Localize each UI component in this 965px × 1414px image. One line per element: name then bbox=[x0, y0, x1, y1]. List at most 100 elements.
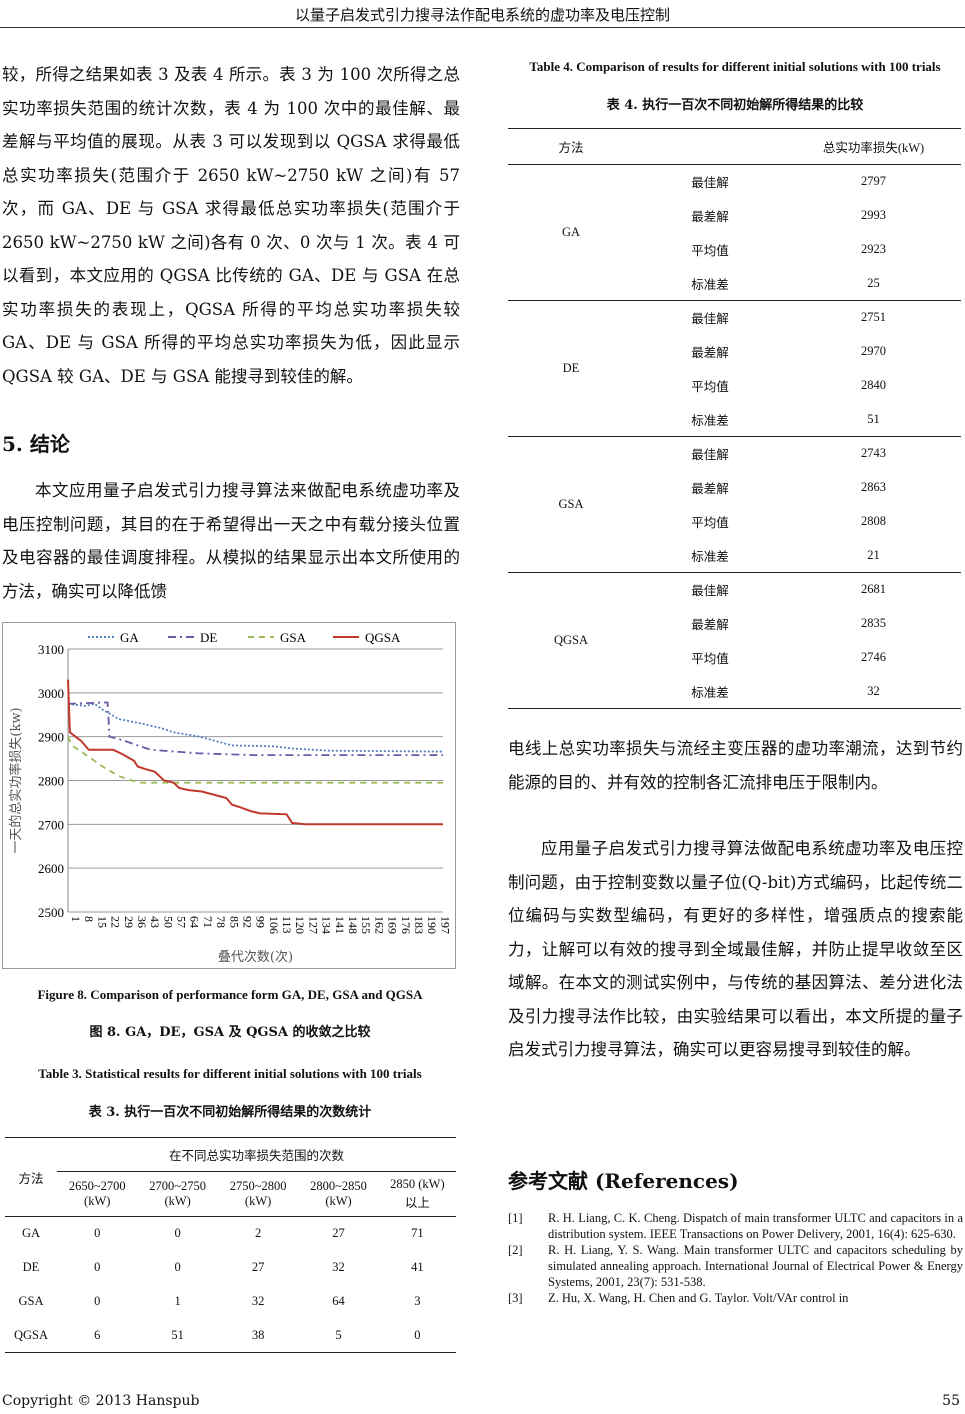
reference-text: Z. Hu, X. Wang, H. Chen and G. Taylor. V… bbox=[548, 1291, 849, 1305]
stat-label: 平均值 bbox=[691, 652, 729, 666]
figure-8-chart: 2500 2600 2700 2800 2900 3000 3100 1 8 15 22 29 36 43… bbox=[2, 622, 456, 969]
x-tick-label: 169 bbox=[386, 916, 400, 934]
table-row: 最差解 2993 bbox=[508, 199, 961, 233]
y-axis-label: 一天的总实功率损失(kw) bbox=[8, 707, 24, 853]
table-cell: 2751 bbox=[861, 310, 886, 325]
table-cell: 2743 bbox=[861, 446, 886, 461]
stat-label: 最差解 bbox=[691, 482, 729, 496]
y-tick-label: 3100 bbox=[38, 642, 64, 657]
stat-label: 标准差 bbox=[691, 685, 729, 700]
header-divider bbox=[0, 27, 965, 28]
reference-number: [1] bbox=[508, 1211, 523, 1225]
x-tick-label: 134 bbox=[320, 916, 334, 934]
row-method: QGSA bbox=[553, 633, 589, 647]
section-heading: 5. 结论 bbox=[2, 432, 70, 456]
stat-label: 最差解 bbox=[691, 346, 729, 360]
column-header: 2650~2700 (kW) bbox=[57, 1172, 137, 1217]
y-tick-label: 2500 bbox=[38, 905, 64, 920]
column-header: 方法 bbox=[5, 1137, 57, 1217]
table-row: 标准差 25 bbox=[508, 267, 961, 301]
legend-label: GA bbox=[120, 630, 139, 645]
table-cell: 25 bbox=[867, 275, 880, 290]
x-axis-label: 叠代次数(次) bbox=[218, 949, 293, 965]
row-method: GA bbox=[21, 1226, 41, 1241]
series-line-gsa bbox=[67, 736, 443, 784]
reference-number: [3] bbox=[508, 1291, 523, 1305]
series-line-ga bbox=[67, 702, 444, 753]
column-header-line: 2850 (kW) bbox=[390, 1177, 445, 1191]
stat-label: 最差解 bbox=[691, 210, 729, 224]
reference-number: [2] bbox=[508, 1243, 523, 1257]
reference-text: R. H. Liang, Y. S. Wang. Main transforme… bbox=[548, 1243, 963, 1289]
table-row: DE 0 0 27 32 41 bbox=[5, 1251, 456, 1285]
table3-caption-en: Table 3. Statistical results for differe… bbox=[38, 1066, 422, 1081]
table-cell: 64 bbox=[332, 1294, 345, 1308]
x-tick-label: 57 bbox=[175, 916, 189, 928]
x-tick-label: 113 bbox=[280, 916, 294, 934]
y-tick-label: 2800 bbox=[38, 774, 64, 789]
table-cell: 2863 bbox=[861, 480, 886, 494]
table-row: 标准差 51 bbox=[508, 403, 961, 437]
table-row: 平均值 2923 bbox=[508, 233, 961, 267]
table-cell: 2840 bbox=[861, 378, 886, 392]
table-cell: 32 bbox=[332, 1260, 345, 1274]
stat-label: 标准差 bbox=[691, 549, 729, 564]
table-cell: 2 bbox=[254, 1226, 262, 1241]
table-row: 最差解 2970 bbox=[508, 335, 961, 369]
row-method: GSA bbox=[558, 497, 584, 511]
table-cell: 5 bbox=[335, 1327, 342, 1342]
row-method: GSA bbox=[18, 1294, 44, 1308]
legend-label: GSA bbox=[280, 630, 307, 645]
table-4: 方法 总实功率损失(kW) GA 最佳解 2797 最差解 2993 平均值 2923 标准差 2… bbox=[508, 128, 961, 709]
body-paragraph: 应用量子启发式引力搜寻算法做配电系统虚功率及电压控制问题，由于控制变数以量子位(… bbox=[508, 839, 963, 1059]
table-cell: 32 bbox=[867, 683, 880, 698]
table-cell: 6 bbox=[94, 1327, 101, 1342]
stat-label: 最佳解 bbox=[691, 176, 729, 191]
y-tick-label: 2600 bbox=[38, 861, 64, 876]
reference-item: [3] Z. Hu, X. Wang, H. Chen and G. Taylor… bbox=[508, 1290, 963, 1306]
figure-caption-zh: 图 8. GA，DE，GSA 及 QGSA 的收敛之比较 bbox=[89, 1025, 371, 1040]
column-header-line: 以上 bbox=[404, 1196, 430, 1210]
column-header-line: (kW) bbox=[164, 1194, 191, 1208]
reference-item: [2] R. H. Liang, Y. S. Wang. Main transfo… bbox=[508, 1242, 963, 1290]
x-tick-label: 183 bbox=[412, 916, 426, 934]
table4-caption-en: Table 4. Comparison of results for diffe… bbox=[529, 59, 941, 74]
x-tick-label: 78 bbox=[214, 916, 228, 928]
stat-label: 最差解 bbox=[691, 618, 729, 632]
x-tick-label: 43 bbox=[148, 916, 162, 928]
table-cell: 1 bbox=[174, 1294, 181, 1308]
stat-label: 最佳解 bbox=[691, 584, 729, 599]
x-tick-label: 120 bbox=[293, 916, 307, 934]
y-tick-label: 2900 bbox=[38, 730, 64, 745]
stat-label: 平均值 bbox=[691, 244, 729, 258]
column-header: 总实功率损失(kW) bbox=[822, 141, 925, 155]
x-tick-label: 155 bbox=[359, 916, 373, 934]
x-tick-label: 50 bbox=[161, 916, 175, 928]
x-tick-label: 92 bbox=[240, 916, 254, 928]
stat-label: 标准差 bbox=[691, 277, 729, 292]
table-row: GSA 最佳解 2743 bbox=[508, 437, 961, 511]
page-number: 55 bbox=[942, 1393, 960, 1409]
x-tick-label: 106 bbox=[267, 916, 281, 934]
x-tick-label: 36 bbox=[135, 916, 149, 928]
row-method: DE bbox=[22, 1260, 40, 1274]
table-cell: 0 bbox=[94, 1260, 101, 1274]
x-tick-label: 141 bbox=[333, 916, 347, 934]
table-row: 最差解 2863 bbox=[508, 471, 961, 505]
reference-item: [1] R. H. Liang, C. K. Cheng. Dispatch of… bbox=[508, 1210, 963, 1242]
body-paragraph: 本文应用量子启发式引力搜寻算法来做配电系统虚功率及电压控制问题，其目的在于希望得… bbox=[2, 481, 460, 601]
x-tick-label: 85 bbox=[227, 916, 241, 928]
x-tick-label: 1 bbox=[69, 916, 83, 922]
table3-caption-zh: 表 3. 执行一百次不同初始解所得结果的次数统计 bbox=[88, 1105, 372, 1120]
table-cell: 2746 bbox=[861, 650, 886, 664]
column-header-line: (kW) bbox=[84, 1194, 111, 1208]
x-tick-label: 8 bbox=[82, 916, 96, 922]
table-row: 平均值 2808 bbox=[508, 505, 961, 539]
table-cell: 21 bbox=[867, 547, 880, 562]
column-header-line: 2650~2700 bbox=[68, 1179, 126, 1193]
reference-list: [1] R. H. Liang, C. K. Cheng. Dispatch of… bbox=[508, 1210, 963, 1306]
x-tick-label: 22 bbox=[109, 916, 123, 928]
table4-caption-zh: 表 4. 执行一百次不同初始解所得结果的比较 bbox=[606, 98, 864, 113]
row-method: QGSA bbox=[13, 1327, 49, 1342]
table-row: 平均值 2840 bbox=[508, 369, 961, 403]
